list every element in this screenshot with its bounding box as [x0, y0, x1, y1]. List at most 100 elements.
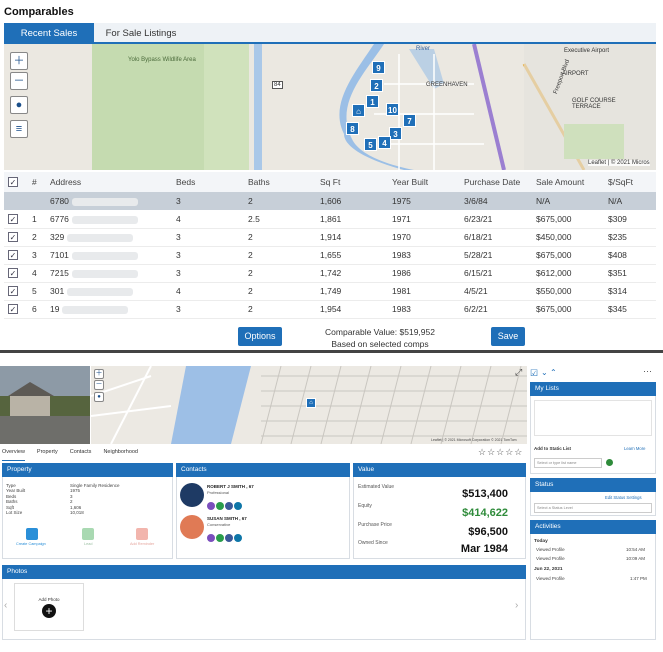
redacted-text	[71, 197, 138, 206]
status-select[interactable]: Select a Status Level	[534, 503, 652, 513]
subject-address: 6780	[50, 196, 69, 206]
email-icon[interactable]	[207, 502, 215, 510]
table-row[interactable]: ✓ 1 6776 4 2.5 1,861 1971 6/23/21 $675,0…	[4, 210, 656, 229]
street-view-photo[interactable]	[0, 366, 90, 444]
row-checkbox[interactable]: ✓	[8, 268, 18, 278]
row-beds: 3	[172, 264, 244, 283]
zoom-in-icon[interactable]: ＋	[94, 369, 104, 379]
map-marker-5[interactable]: 5	[364, 138, 377, 151]
tab-overview[interactable]: Overview	[2, 449, 25, 461]
checkbox-icon[interactable]: ☑	[530, 368, 539, 378]
contact-actions	[207, 529, 243, 547]
plus-icon[interactable]: +	[42, 604, 56, 618]
map-marker-subject-icon[interactable]: ⌂	[352, 104, 365, 117]
layers-icon[interactable]: ≡	[10, 120, 28, 138]
options-button[interactable]: Options	[238, 327, 282, 346]
tab-for-sale-listings[interactable]: For Sale Listings	[105, 28, 177, 39]
row-amount: $450,000	[532, 228, 604, 247]
email-icon[interactable]	[207, 534, 215, 542]
lead-icon[interactable]	[82, 528, 94, 540]
map-marker-10[interactable]: 10	[386, 103, 399, 116]
fact-label: Lot Size	[6, 510, 23, 516]
map-marker-8[interactable]: 8	[346, 122, 359, 135]
row-amount: $675,000	[532, 300, 604, 319]
tab-recent-sales[interactable]: Recent Sales	[4, 23, 94, 44]
table-row[interactable]: ✓ 4 7215 3 2 1,742 1986 6/15/21 $612,000…	[4, 264, 656, 283]
list-name-input[interactable]: Select or type list name	[534, 458, 602, 468]
detail-tabs: Overview Property Contacts Neighborhood	[2, 449, 138, 461]
edit-status-link[interactable]: Edit Status Settings	[605, 495, 642, 500]
zoom-in-icon[interactable]: ＋	[10, 52, 28, 70]
table-row[interactable]: ✓ 6 19 3 2 1,954 1983 6/2/21 $675,000 $3…	[4, 300, 656, 319]
linkedin-icon[interactable]	[234, 534, 242, 542]
fact-label: Year Built	[6, 488, 26, 494]
home-marker-icon[interactable]: ⌂	[306, 398, 316, 408]
property-map[interactable]: ＋ － ● ⌂ Leaflet | © 2021 Microsoft Corpo…	[91, 366, 527, 444]
comparables-map[interactable]: ＋ － ● ≡ Yolo Bypass Wildlife Area River …	[4, 44, 656, 170]
zoom-out-icon[interactable]: －	[94, 380, 104, 390]
col-sqft: Sq Ft	[316, 172, 388, 192]
tab-neighborhood[interactable]: Neighborhood	[103, 449, 138, 455]
house-photo-icon	[0, 366, 90, 444]
contact-name[interactable]: ROBERT J SMITH , 67	[207, 484, 254, 489]
map-marker-3[interactable]: 3	[389, 127, 402, 140]
row-num: 5	[28, 282, 46, 301]
row-date: 6/2/21	[460, 300, 532, 319]
row-checkbox[interactable]: ✓	[8, 304, 18, 314]
lead-label[interactable]: Lead	[84, 542, 93, 546]
row-amount: $675,000	[532, 210, 604, 229]
add-list-icon[interactable]	[606, 459, 613, 466]
map-marker-9[interactable]: 9	[372, 61, 385, 74]
select-all-checkbox[interactable]: ✓	[8, 177, 18, 187]
contact-name[interactable]: SUSAN SMITH , 67	[207, 516, 247, 521]
learn-more-link[interactable]: Learn More	[624, 446, 646, 451]
subject-row[interactable]: 6780 3 2 1,606 1975 3/6/84 N/A N/A	[4, 192, 656, 210]
row-checkbox[interactable]: ✓	[8, 250, 18, 260]
row-checkbox[interactable]: ✓	[8, 232, 18, 242]
row-year: 1971	[388, 210, 460, 229]
add-static-list-label: Add to Static List	[534, 446, 571, 451]
chevron-right-icon[interactable]: ›	[515, 600, 519, 611]
map-marker-2[interactable]: 2	[370, 79, 383, 92]
row-date: 6/15/21	[460, 264, 532, 283]
row-checkbox[interactable]: ✓	[8, 213, 18, 224]
map-marker-1[interactable]: 1	[366, 95, 379, 108]
create-campaign-label[interactable]: Create Campaign	[16, 542, 46, 546]
activity-date: Jun 22, 2021	[534, 567, 563, 572]
expand-icon[interactable]: ⤢	[515, 367, 523, 377]
chevron-left-icon[interactable]: ‹	[4, 600, 8, 611]
linkedin-icon[interactable]	[234, 502, 242, 510]
row-sqft: 1,914	[316, 228, 388, 247]
row-checkbox[interactable]: ✓	[8, 286, 18, 296]
chevron-up-icon[interactable]: ⌃	[550, 368, 557, 377]
add-reminder-label[interactable]: Add Reminder	[130, 542, 155, 546]
row-date: 4/5/21	[460, 282, 532, 301]
tab-contacts[interactable]: Contacts	[69, 449, 92, 455]
reminder-icon[interactable]	[136, 528, 148, 540]
row-amount: $675,000	[532, 246, 604, 265]
campaign-icon[interactable]	[26, 528, 38, 540]
table-row[interactable]: ✓ 2 329 3 2 1,914 1970 6/18/21 $450,000 …	[4, 228, 656, 247]
subject-baths: 2	[244, 192, 316, 210]
rating-stars-icon[interactable]: ☆☆☆☆☆	[478, 447, 524, 457]
redacted-text	[62, 305, 129, 314]
fact-value: Single Family Residence	[70, 483, 120, 488]
more-menu-icon[interactable]: ⋯	[643, 366, 652, 376]
table-row[interactable]: ✓ 3 7101 3 2 1,655 1983 5/28/21 $675,000…	[4, 246, 656, 265]
chevron-down-icon[interactable]: ⌄	[541, 368, 548, 377]
map-marker-4[interactable]: 4	[378, 136, 391, 149]
purchase-price-label: Purchase Price	[358, 522, 392, 528]
globe-icon[interactable]: ●	[94, 392, 104, 402]
map-marker-7[interactable]: 7	[403, 114, 416, 127]
facebook-icon[interactable]	[225, 534, 233, 542]
zoom-out-icon[interactable]: －	[10, 72, 28, 90]
table-row[interactable]: ✓ 5 301 4 2 1,749 1981 4/5/21 $550,000 $…	[4, 282, 656, 301]
save-button[interactable]: Save	[491, 327, 525, 346]
col-baths: Baths	[244, 172, 316, 192]
phone-icon[interactable]	[216, 502, 224, 510]
activity-item: Viewed Profile	[536, 547, 565, 552]
globe-icon[interactable]: ●	[10, 96, 28, 114]
phone-icon[interactable]	[216, 534, 224, 542]
facebook-icon[interactable]	[225, 502, 233, 510]
tab-property[interactable]: Property	[36, 449, 58, 455]
